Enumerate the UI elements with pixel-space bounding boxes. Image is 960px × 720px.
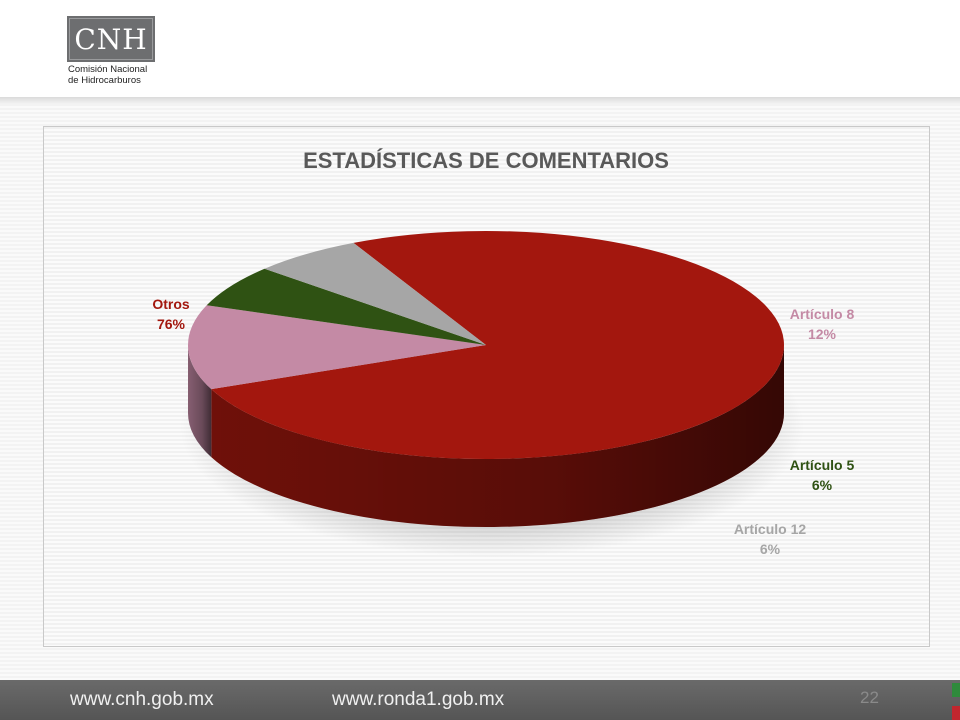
footer-link-cnh[interactable]: www.cnh.gob.mx [70,689,214,710]
slice-label-otros: Otros [152,296,190,312]
logo-text: CNH [74,22,148,56]
slice-value-otros: 76% [157,316,186,332]
slice-value-artículo-12: 6% [760,541,781,557]
flag-stripe-green [952,683,960,697]
pie-slice-artículo-12 [264,242,486,345]
slice-value-artículo-5: 6% [812,477,833,493]
flag-stripe-red [952,706,960,720]
pie-slice-artículo-5 [206,268,486,345]
footer: www.cnh.gob.mx www.ronda1.gob.mx 22 [0,680,960,720]
slice-label-artículo-5: Artículo 5 [790,457,855,473]
slice-label-artículo-12: Artículo 12 [734,521,807,537]
pie-slice-artículo-8 [188,305,486,390]
pie-chart: ESTADÍSTICAS DE COMENTARIOS Otros 76% Artí… [152,148,855,557]
slice-label-artículo-8: Artículo 8 [790,306,855,322]
logo-subtitle-line1: Comisión Nacional [68,64,148,75]
footer-link-ronda1[interactable]: www.ronda1.gob.mx [332,689,505,710]
chart-title: ESTADÍSTICAS DE COMENTARIOS [303,148,669,173]
pie-side-shade [188,345,212,458]
cnh-logo: CNH [67,16,155,62]
pie-slice-otros [211,230,784,459]
logo-subtitle: Comisión Nacional de Hidrocarburos [68,64,188,86]
header-divider [0,97,960,107]
slice-value-artículo-8: 12% [808,326,837,342]
page-number: 22 [860,688,879,707]
pie-side-shade [211,345,784,528]
logo-subtitle-line2: de Hidrocarburos [68,75,141,86]
